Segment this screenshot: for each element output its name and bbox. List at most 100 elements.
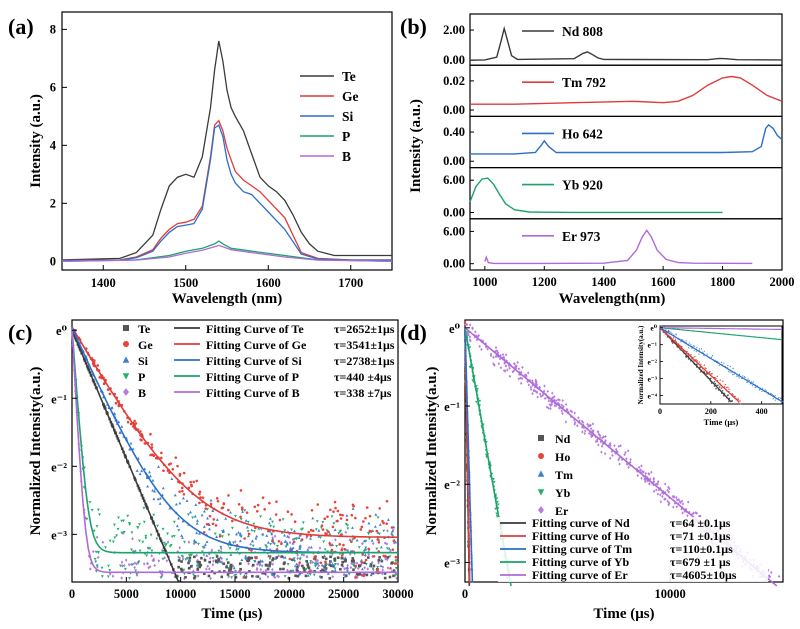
d-inset-point-tm bbox=[772, 397, 774, 400]
c-data-point-p bbox=[325, 529, 329, 533]
c-data-point-ge bbox=[133, 419, 136, 423]
c-data-point-p bbox=[394, 574, 398, 577]
c-data-point-ge bbox=[331, 525, 335, 529]
a-series-line-te bbox=[61, 40, 392, 261]
c-data-point-b bbox=[288, 532, 291, 536]
c-data-point-b bbox=[307, 545, 311, 550]
c-data-point-si bbox=[120, 424, 124, 428]
c-data-point-b bbox=[166, 540, 170, 544]
c-data-point-b bbox=[348, 552, 352, 556]
d-inset-point-ho bbox=[703, 370, 705, 372]
c-data-point-te bbox=[365, 573, 369, 577]
d-data-point-er bbox=[469, 339, 472, 343]
c-data-point-b bbox=[264, 568, 268, 573]
d-data-point-er bbox=[667, 503, 670, 507]
c-data-point-si bbox=[229, 510, 232, 514]
c-data-point-b bbox=[309, 561, 312, 565]
c-data-point-si bbox=[267, 521, 271, 525]
c-data-point-ge bbox=[169, 462, 173, 465]
d-data-point-er bbox=[695, 511, 698, 515]
c-data-point-p bbox=[313, 562, 317, 566]
c-data-point-ge bbox=[150, 453, 154, 456]
c-data-point-ge bbox=[292, 540, 296, 544]
d-data-point-er bbox=[564, 420, 568, 424]
d-data-point-er bbox=[506, 368, 509, 372]
c-data-point-b bbox=[299, 556, 302, 560]
c-data-point-te bbox=[190, 565, 193, 568]
d-inset-point-tm bbox=[691, 347, 693, 349]
c-data-point-te bbox=[392, 569, 396, 572]
c-data-point-p bbox=[346, 524, 349, 527]
c-data-point-p bbox=[234, 514, 237, 518]
d-inset-point-nd bbox=[687, 355, 689, 357]
d-inset-ytick-label: e⁻³ bbox=[647, 375, 657, 384]
c-data-point-te bbox=[251, 563, 255, 567]
d-data-point-er bbox=[652, 476, 656, 480]
c-data-point-ge bbox=[178, 474, 182, 477]
c-data-point-ge bbox=[216, 499, 220, 503]
c-data-point-ge bbox=[202, 531, 206, 534]
c-data-point-si bbox=[351, 507, 355, 510]
d-inset-point-tm bbox=[742, 374, 744, 377]
c-data-point-si bbox=[203, 543, 207, 546]
d-inset-point-ho bbox=[714, 377, 716, 379]
d-inset-point-tm bbox=[738, 373, 741, 375]
c-data-point-p bbox=[230, 526, 234, 530]
d-inset-point-ho bbox=[722, 380, 724, 382]
c-data-point-ge bbox=[311, 529, 315, 533]
c-data-point-p bbox=[284, 545, 288, 549]
c-data-point-b bbox=[121, 531, 125, 536]
c-data-point-si bbox=[232, 566, 236, 570]
c-data-point-si bbox=[272, 540, 276, 544]
c-data-point-ge bbox=[321, 528, 325, 531]
panel-c-ylabel: Normalized Intensity(a.u.) bbox=[28, 367, 44, 536]
c-data-point-p bbox=[346, 569, 349, 573]
d-inset-point-tm bbox=[732, 367, 734, 370]
c-data-point-te bbox=[217, 559, 221, 562]
d-data-point-er bbox=[625, 462, 629, 466]
c-data-point-p bbox=[323, 548, 327, 552]
c-data-point-b bbox=[231, 564, 235, 568]
d-inset-point-tm bbox=[727, 370, 730, 372]
d-data-point-er bbox=[504, 369, 507, 373]
c-data-point-te bbox=[180, 560, 183, 563]
d-inset-point-tm bbox=[693, 349, 695, 352]
c-data-point-b bbox=[322, 564, 325, 569]
d-data-point-er bbox=[587, 423, 591, 428]
c-data-point-te bbox=[383, 576, 387, 580]
panel-b-plot: 0.00 2.00 Nd 808 0.00 0.02 Tm 792 0.00 0.40 Ho 6… bbox=[443, 13, 795, 289]
c-data-point-ge bbox=[198, 492, 201, 496]
d-data-point-er bbox=[480, 347, 483, 352]
d-fit-legend-name: Fitting curve of Yb bbox=[532, 555, 630, 569]
d-data-point-er bbox=[640, 476, 643, 480]
d-data-point-er bbox=[644, 480, 647, 484]
panel-a-xlabel: Wavelength (nm) bbox=[172, 291, 282, 307]
d-data-point-er bbox=[504, 364, 508, 368]
c-data-point-b bbox=[311, 560, 314, 564]
d-inset-point-tm bbox=[710, 356, 713, 358]
c-data-point-te bbox=[336, 556, 340, 560]
d-data-point-er bbox=[553, 395, 556, 399]
d-data-point-er bbox=[525, 373, 528, 377]
d-data-point-er bbox=[477, 333, 480, 338]
c-fit-legend-value: τ=3541±1μs bbox=[334, 338, 395, 352]
c-data-point-p bbox=[314, 528, 318, 532]
c-data-point-ge bbox=[181, 489, 184, 493]
d-data-point-er bbox=[620, 457, 624, 462]
d-inset-point-tm bbox=[731, 371, 733, 374]
d-inset-curve-ho bbox=[659, 327, 740, 403]
d-inset-point-tm bbox=[765, 390, 767, 392]
d-data-point-er bbox=[502, 355, 506, 359]
c-data-point-ge bbox=[340, 554, 344, 557]
c-data-point-ge bbox=[375, 529, 379, 533]
c-data-point-p bbox=[351, 538, 355, 542]
d-data-point-er bbox=[644, 471, 648, 475]
c-data-point-ge bbox=[392, 539, 396, 543]
c-data-point-b bbox=[385, 557, 389, 562]
c-data-point-ge bbox=[360, 525, 364, 529]
d-inset-point-ho bbox=[677, 346, 679, 349]
c-data-point-ge bbox=[176, 464, 179, 468]
c-data-point-ge bbox=[275, 548, 279, 551]
d-inset-point-tm bbox=[743, 375, 746, 378]
c-data-point-ge bbox=[334, 506, 337, 510]
